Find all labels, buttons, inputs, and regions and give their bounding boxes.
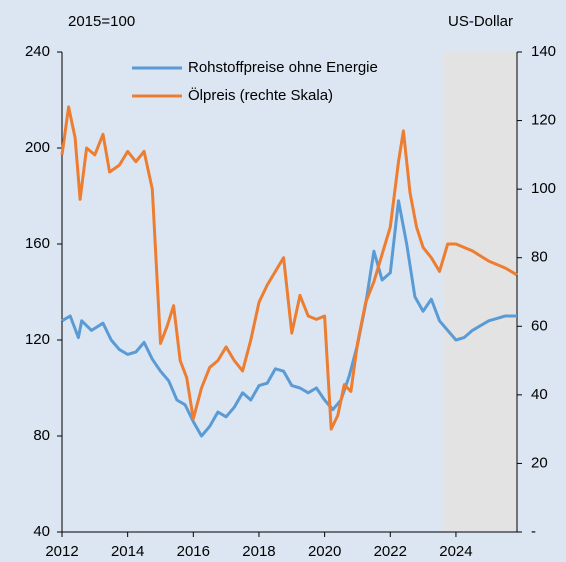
y-tick-label: 80 bbox=[33, 427, 50, 444]
x-tick-label: 2016 bbox=[177, 543, 210, 560]
legend-label: Ölpreis (rechte Skala) bbox=[188, 86, 333, 104]
legend-label: Rohstoffpreise ohne Energie bbox=[188, 59, 378, 76]
forecast-shade bbox=[442, 52, 517, 532]
y2-tick-label: 40 bbox=[531, 386, 548, 403]
y-tick-label: 120 bbox=[25, 331, 50, 348]
series-line bbox=[60, 105, 518, 431]
y-axis-label: 2015=100 bbox=[68, 13, 135, 30]
y-tick-label: 40 bbox=[33, 523, 50, 540]
x-tick-label: 2014 bbox=[111, 543, 144, 560]
y2-tick-label: 120 bbox=[531, 112, 556, 129]
y2-axis-label: US-Dollar bbox=[448, 13, 513, 30]
y2-tick-label: 100 bbox=[531, 180, 556, 197]
x-tick-label: 2012 bbox=[45, 543, 78, 560]
y-tick-label: 160 bbox=[25, 235, 50, 252]
x-tick-label: 2020 bbox=[308, 543, 341, 560]
y2-tick-label: - bbox=[531, 523, 536, 540]
y-tick-label: 200 bbox=[25, 139, 50, 156]
series-line bbox=[61, 199, 517, 438]
y2-tick-label: 60 bbox=[531, 317, 548, 334]
y-tick-label: 240 bbox=[25, 43, 50, 60]
y2-tick-label: 20 bbox=[531, 454, 548, 471]
x-tick-label: 2024 bbox=[439, 543, 472, 560]
x-tick-label: 2018 bbox=[242, 543, 275, 560]
y2-tick-label: 80 bbox=[531, 249, 548, 266]
y2-tick-label: 140 bbox=[531, 43, 556, 60]
x-tick-label: 2022 bbox=[374, 543, 407, 560]
